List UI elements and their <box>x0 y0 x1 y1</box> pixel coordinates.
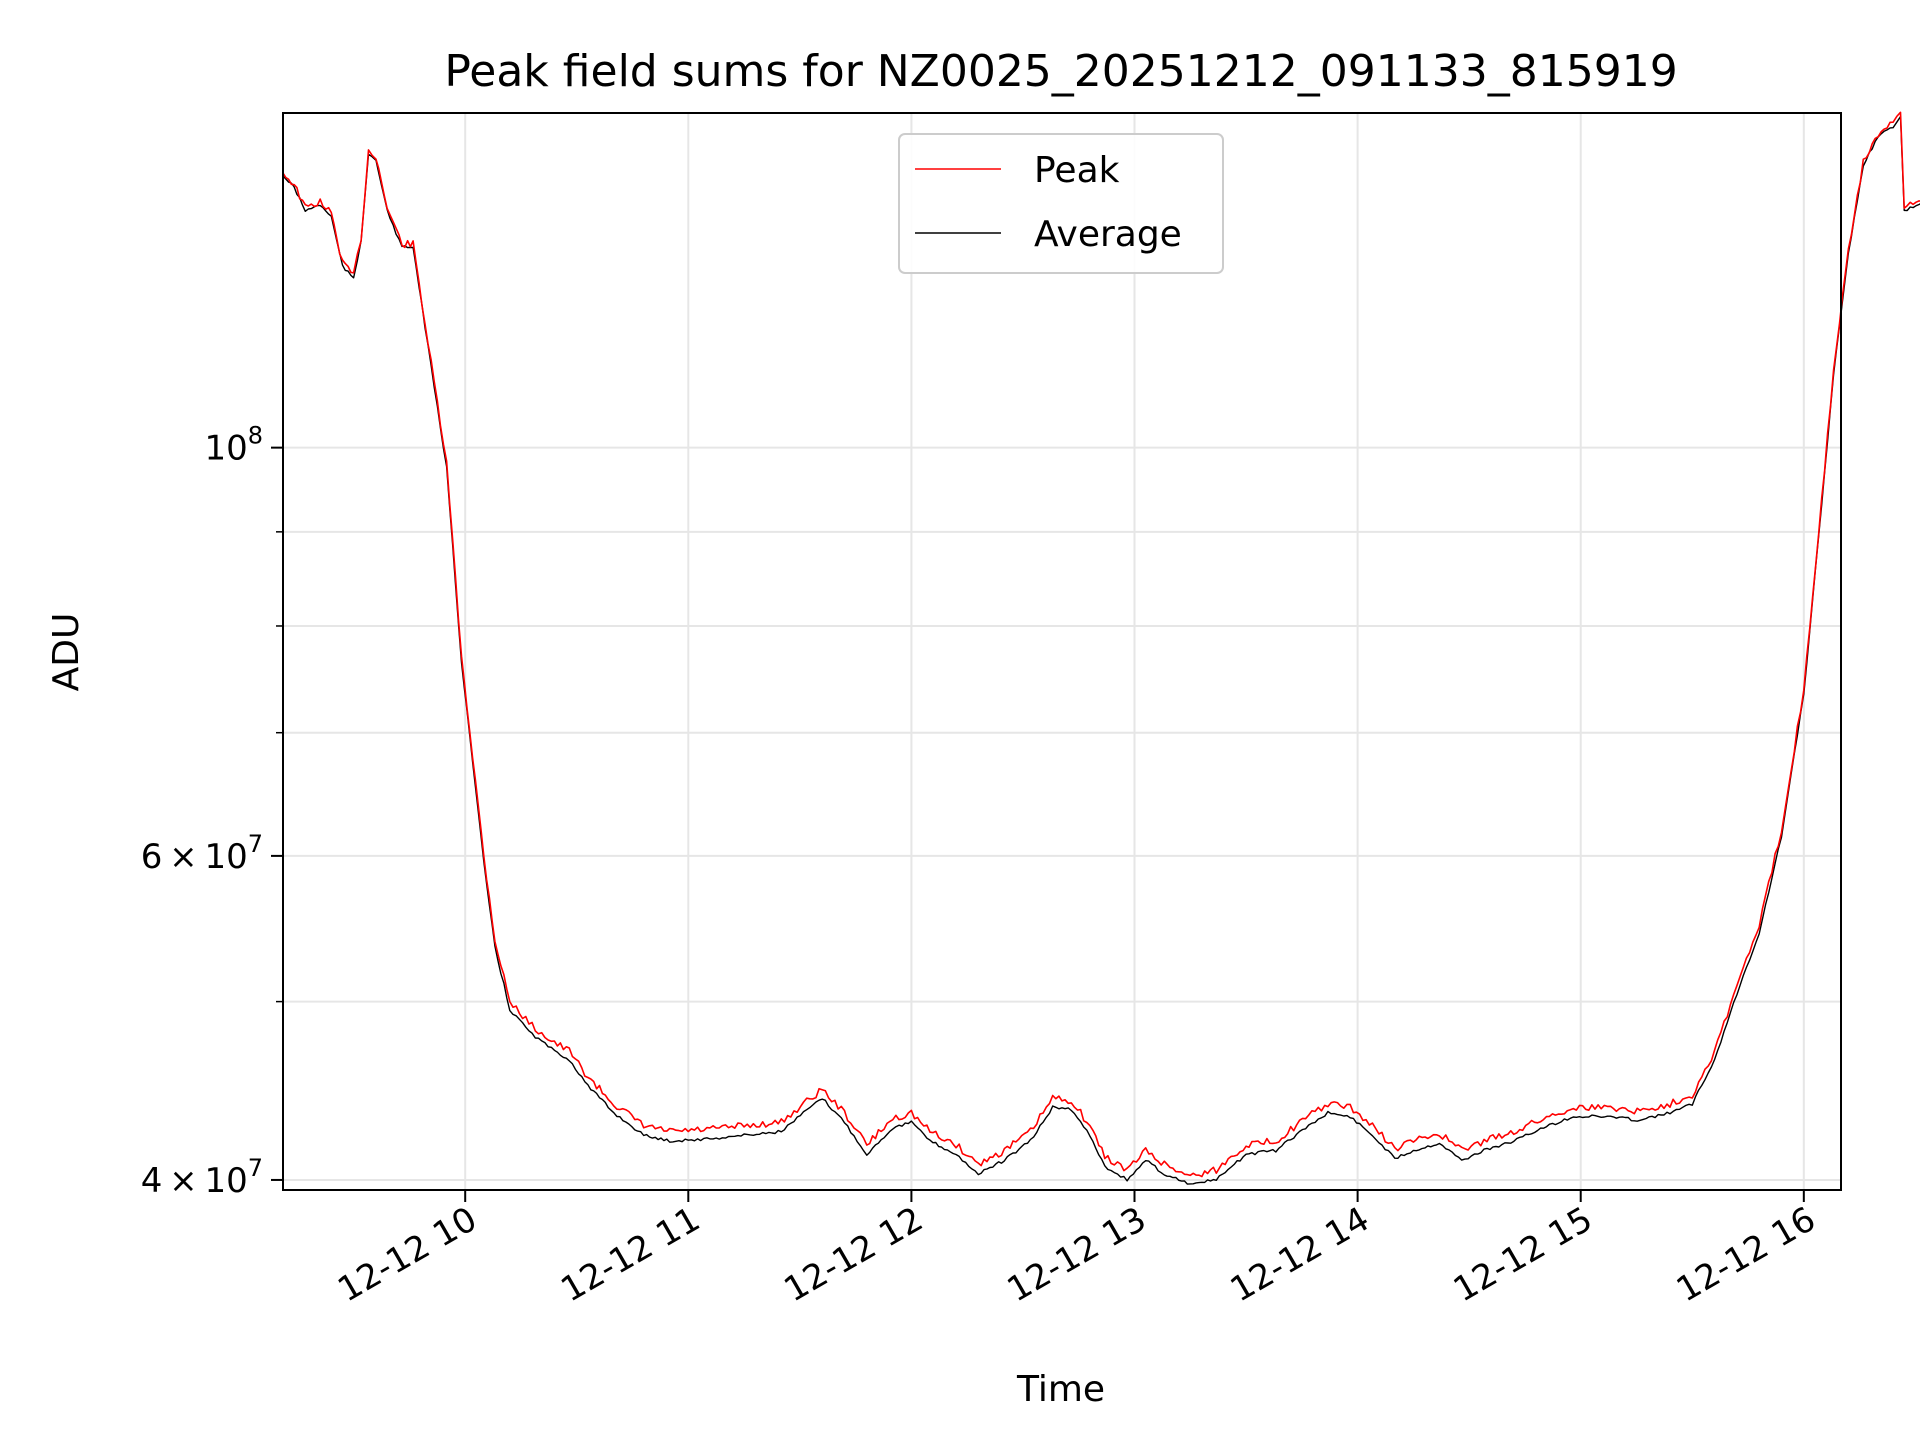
x-axis-label: Time <box>1016 1369 1105 1410</box>
chart-title: Peak field sums for NZ0025_20251212_0911… <box>444 46 1677 97</box>
legend: Peak Average <box>898 133 1224 274</box>
series-line-average <box>282 115 1920 1185</box>
y-tick-label: 6 × 107 <box>141 830 263 877</box>
y-tick-label: 4 × 107 <box>141 1154 263 1201</box>
series-lines <box>282 111 1920 1185</box>
legend-label-peak: Peak <box>1034 150 1120 191</box>
y-axis-label: ADU <box>46 613 87 692</box>
series-line-peak <box>282 111 1920 1178</box>
grid-lines <box>283 113 1841 1190</box>
plot-frame <box>282 112 1842 1191</box>
y-tick-label: 108 <box>204 422 263 469</box>
legend-label-average: Average <box>1034 214 1182 255</box>
